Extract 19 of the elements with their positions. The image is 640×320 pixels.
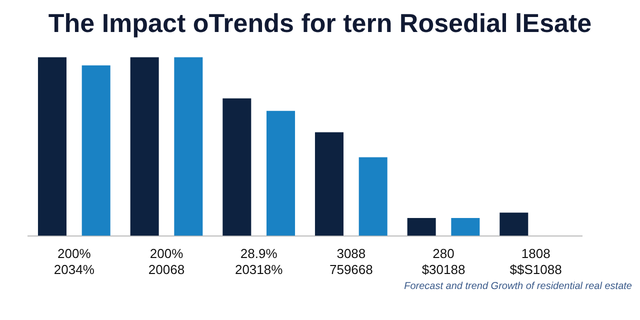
bar — [222, 98, 252, 236]
x-tick-label: 3088 759668 — [329, 246, 373, 277]
bar — [130, 57, 159, 236]
bar — [174, 57, 203, 236]
x-tick-label: 200% 20068 — [148, 246, 185, 277]
x-tick-label: 1808 $$S1088 — [510, 246, 562, 277]
bar — [38, 57, 66, 236]
x-tick-label: 200% 2034% — [54, 246, 95, 277]
bar — [266, 110, 296, 236]
x-tick-label: 280 $30188 — [422, 246, 466, 277]
bar — [451, 218, 480, 236]
bar — [314, 132, 344, 236]
bar — [407, 218, 436, 236]
bar — [500, 212, 528, 236]
bar — [82, 65, 110, 236]
chart-title: The Impact oTrends for tern Rosedial lEsate — [47, 8, 593, 39]
text: Forecast and trend Growth of residential real estate — [403, 281, 632, 292]
x-tick-label: 28.9% 20318% — [234, 246, 284, 277]
bar — [358, 157, 388, 236]
